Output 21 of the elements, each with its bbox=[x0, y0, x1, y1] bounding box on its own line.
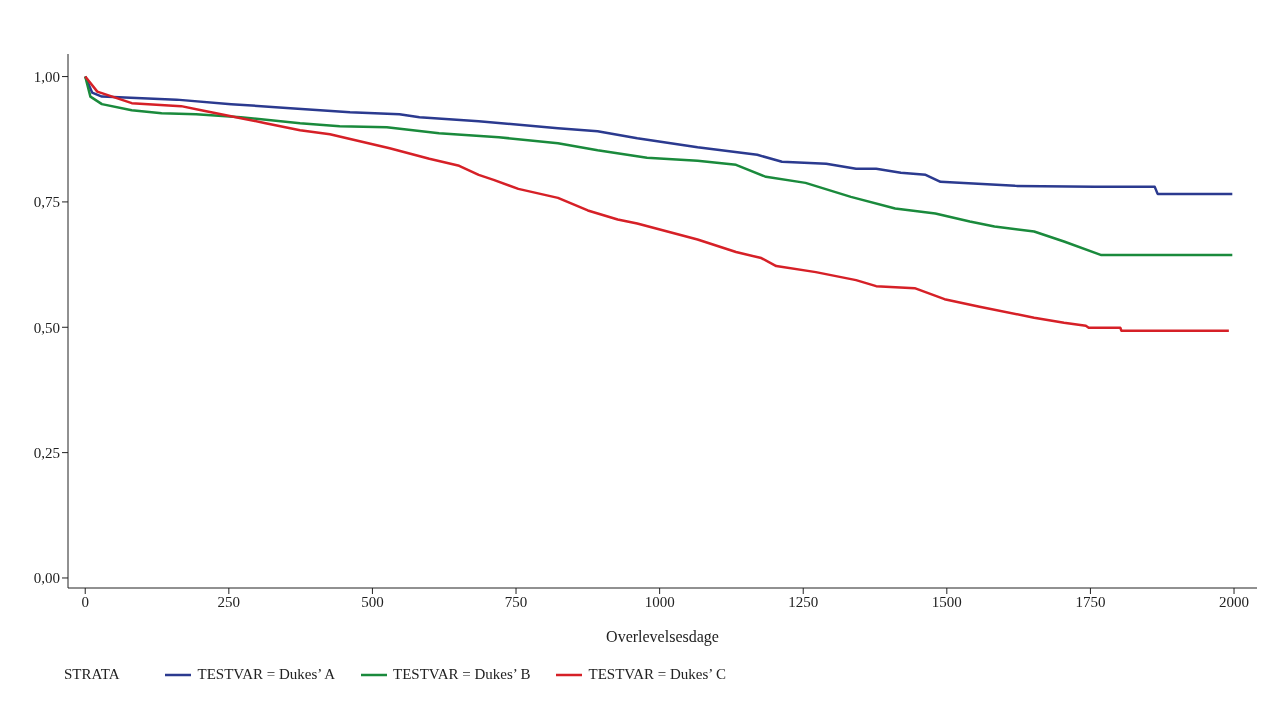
x-tick-label: 0 bbox=[81, 593, 89, 610]
x-tick-label: 1750 bbox=[1075, 593, 1106, 610]
x-tick-label: 2000 bbox=[1219, 593, 1250, 610]
line-series bbox=[83, 75, 1234, 257]
x-tick-label: 250 bbox=[217, 593, 241, 610]
line-series bbox=[83, 75, 1231, 333]
x-tick-label: 1000 bbox=[644, 593, 675, 610]
legend-label: TESTVAR = Dukes’ C bbox=[588, 666, 726, 683]
y-tick-label: 0,25 bbox=[33, 444, 60, 461]
legend-label: TESTVAR = Dukes’ B bbox=[392, 666, 531, 683]
legend-label: TESTVAR = Dukes’ A bbox=[197, 666, 335, 683]
x-tick-label: 1250 bbox=[788, 593, 819, 610]
x-tick-label: 750 bbox=[504, 593, 528, 610]
y-tick-label: 0,00 bbox=[33, 570, 60, 587]
x-tick-label: 1500 bbox=[931, 593, 962, 610]
y-tick-label: 0,50 bbox=[33, 319, 60, 336]
y-tick-label: 0,75 bbox=[33, 194, 60, 211]
x-axis-title: Overlevelsesdage bbox=[606, 628, 719, 646]
legend-title: STRATA bbox=[64, 666, 120, 683]
y-tick-label: 1,00 bbox=[33, 68, 60, 85]
x-tick-label: 500 bbox=[361, 593, 384, 610]
